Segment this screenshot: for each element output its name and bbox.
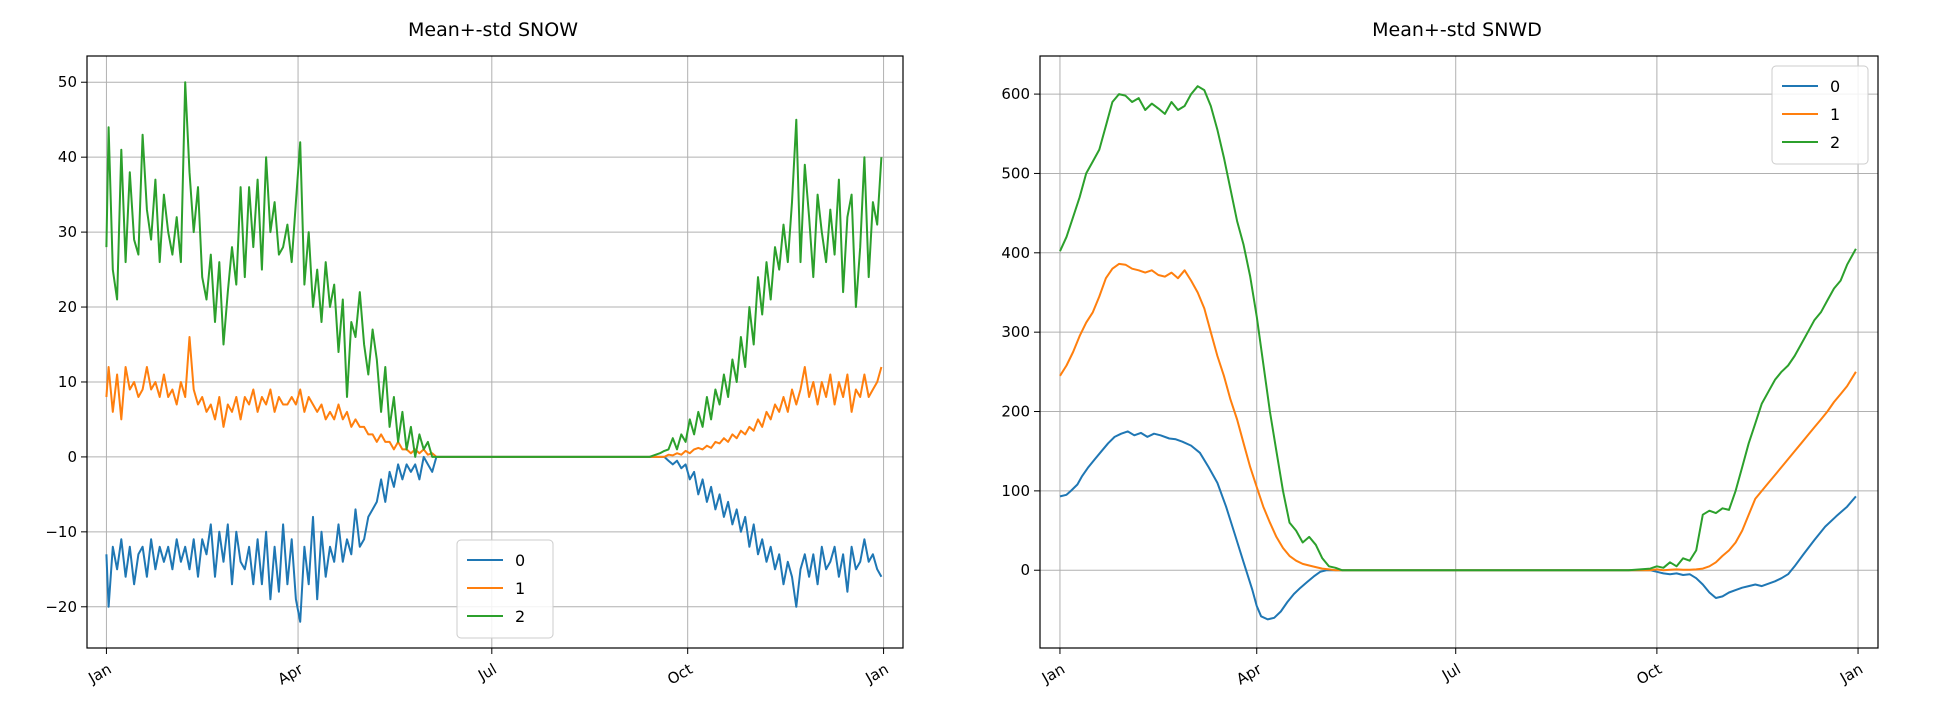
series-line-1 bbox=[1059, 262, 1857, 572]
y-tick-label: 200 bbox=[1001, 403, 1030, 421]
plot-frame bbox=[86, 55, 904, 649]
y-tick-label: 50 bbox=[58, 73, 77, 91]
x-tick-label: Apr bbox=[275, 659, 307, 688]
x-tick-label: Oct bbox=[664, 660, 696, 689]
chart-title: Mean+-std SNWD bbox=[1372, 19, 1542, 41]
y-tick-label: 10 bbox=[58, 373, 77, 391]
legend-box bbox=[1771, 65, 1869, 165]
y-tick-label: 20 bbox=[58, 298, 77, 316]
x-tick-label: Oct bbox=[1633, 660, 1665, 689]
series-line-2 bbox=[1059, 85, 1857, 572]
legend-box bbox=[456, 539, 554, 639]
y-tick-label: 300 bbox=[1001, 323, 1030, 341]
series-line-0 bbox=[1059, 430, 1857, 621]
y-tick-label: 0 bbox=[67, 448, 77, 466]
legend: 0 1 2 bbox=[456, 539, 554, 639]
y-tick-label: 100 bbox=[1001, 482, 1030, 500]
y-tick-label: 600 bbox=[1001, 85, 1030, 103]
series-line-1 bbox=[105, 336, 883, 458]
x-tick-label: Jan bbox=[1836, 660, 1866, 688]
x-tick-label: Jan bbox=[862, 660, 892, 688]
legend-label-2: 2 bbox=[515, 607, 525, 626]
x-tick-label: Jan bbox=[1038, 660, 1068, 688]
y-tick-label: 40 bbox=[58, 148, 77, 166]
y-tick-label: −20 bbox=[45, 598, 77, 616]
snow-chart: Mean+-std SNOW Jan Apr Jul Oct Jan−20−100102… bbox=[45, 19, 904, 689]
legend-label-2: 2 bbox=[1830, 133, 1840, 152]
y-tick-label: 500 bbox=[1001, 164, 1030, 182]
x-tick-label: Jul bbox=[474, 660, 500, 685]
x-tick-label: Apr bbox=[1233, 659, 1265, 688]
legend-label-1: 1 bbox=[515, 579, 525, 598]
legend-label-1: 1 bbox=[1830, 105, 1840, 124]
chart-title: Mean+-std SNOW bbox=[408, 19, 578, 41]
y-tick-label: 0 bbox=[1020, 561, 1030, 579]
series-line-2 bbox=[105, 81, 883, 458]
legend: 0 1 2 bbox=[1771, 65, 1869, 165]
series-line-0 bbox=[105, 455, 883, 623]
y-tick-label: 30 bbox=[58, 223, 77, 241]
x-tick-label: Jul bbox=[1438, 660, 1464, 685]
snwd-chart: Mean+-std SNWD Jan Apr Jul Oct Jan 0 100 200 300… bbox=[1001, 19, 1879, 689]
legend-label-0: 0 bbox=[515, 551, 525, 570]
legend-label-0: 0 bbox=[1830, 77, 1840, 96]
y-tick-label: 400 bbox=[1001, 244, 1030, 262]
y-tick-label: −10 bbox=[45, 523, 77, 541]
x-tick-label: Jan bbox=[85, 660, 115, 688]
plot-frame bbox=[1039, 55, 1879, 649]
